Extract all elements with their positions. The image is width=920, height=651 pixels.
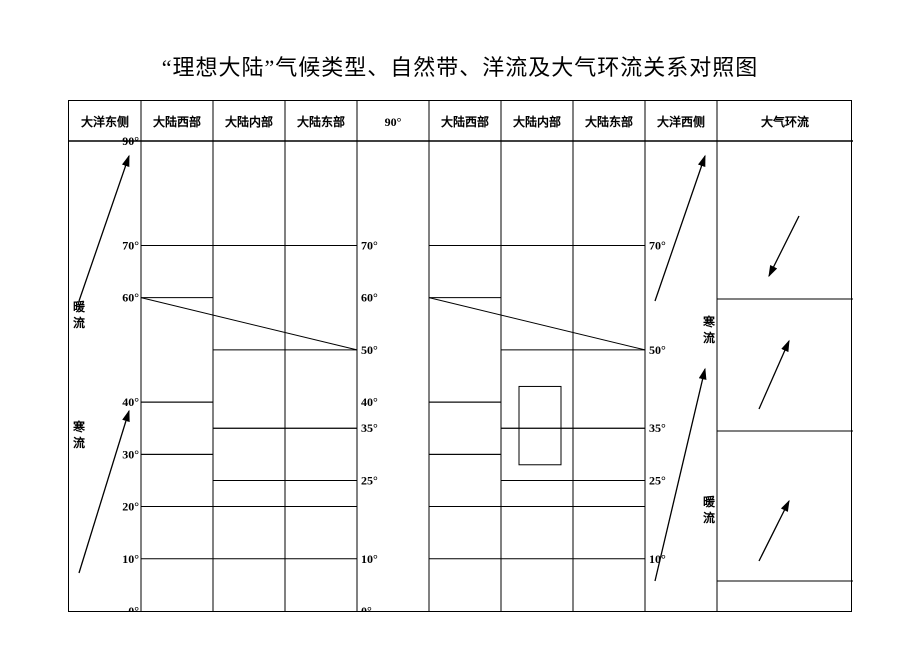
diagram-frame: 大洋东侧 大陆西部 大陆内部 大陆东部 90° 大陆西部 大陆内部 大陆东部 大洋西侧 大气环流 9… [68, 100, 852, 612]
diagram-svg: 大洋东侧 大陆西部 大陆内部 大陆东部 90° 大陆西部 大陆内部 大陆东部 大洋西侧 大气环流 9… [69, 101, 853, 611]
svg-text:大陆东部: 大陆东部 [585, 114, 633, 129]
svg-text:大洋西侧: 大洋西侧 [657, 114, 705, 129]
svg-text:70°: 70° [122, 238, 139, 252]
svg-text:暖: 暖 [73, 299, 86, 314]
svg-text:25°: 25° [649, 473, 666, 487]
svg-text:流: 流 [73, 315, 85, 330]
svg-text:寒: 寒 [702, 314, 715, 329]
svg-text:大陆内部: 大陆内部 [225, 114, 273, 129]
svg-text:35°: 35° [649, 421, 666, 435]
svg-text:70°: 70° [361, 238, 378, 252]
svg-text:大陆东部: 大陆东部 [297, 114, 345, 129]
svg-text:大陆西部: 大陆西部 [153, 114, 201, 129]
svg-text:大气环流: 大气环流 [761, 114, 809, 129]
svg-text:0°: 0° [128, 604, 139, 611]
svg-text:20°: 20° [122, 500, 139, 514]
svg-text:25°: 25° [361, 473, 378, 487]
svg-text:90°: 90° [385, 115, 402, 129]
svg-text:大洋东侧: 大洋东侧 [81, 114, 129, 129]
svg-text:10°: 10° [361, 552, 378, 566]
svg-text:0°: 0° [361, 604, 372, 611]
svg-text:寒: 寒 [72, 419, 85, 434]
svg-text:大陆西部: 大陆西部 [441, 114, 489, 129]
svg-text:40°: 40° [361, 395, 378, 409]
svg-text:50°: 50° [361, 343, 378, 357]
svg-text:30°: 30° [122, 447, 139, 461]
svg-text:暖: 暖 [703, 494, 716, 509]
svg-text:大陆内部: 大陆内部 [513, 114, 561, 129]
svg-text:90°: 90° [122, 134, 139, 148]
svg-text:流: 流 [703, 510, 715, 525]
diagram-title: “理想大陆”气候类型、自然带、洋流及大气环流关系对照图 [0, 0, 920, 100]
svg-text:60°: 60° [361, 291, 378, 305]
svg-text:70°: 70° [649, 238, 666, 252]
svg-text:流: 流 [703, 330, 715, 345]
svg-text:40°: 40° [122, 395, 139, 409]
svg-text:35°: 35° [361, 421, 378, 435]
svg-text:50°: 50° [649, 343, 666, 357]
svg-text:流: 流 [73, 435, 85, 450]
svg-text:10°: 10° [649, 552, 666, 566]
svg-text:60°: 60° [122, 291, 139, 305]
svg-text:10°: 10° [122, 552, 139, 566]
